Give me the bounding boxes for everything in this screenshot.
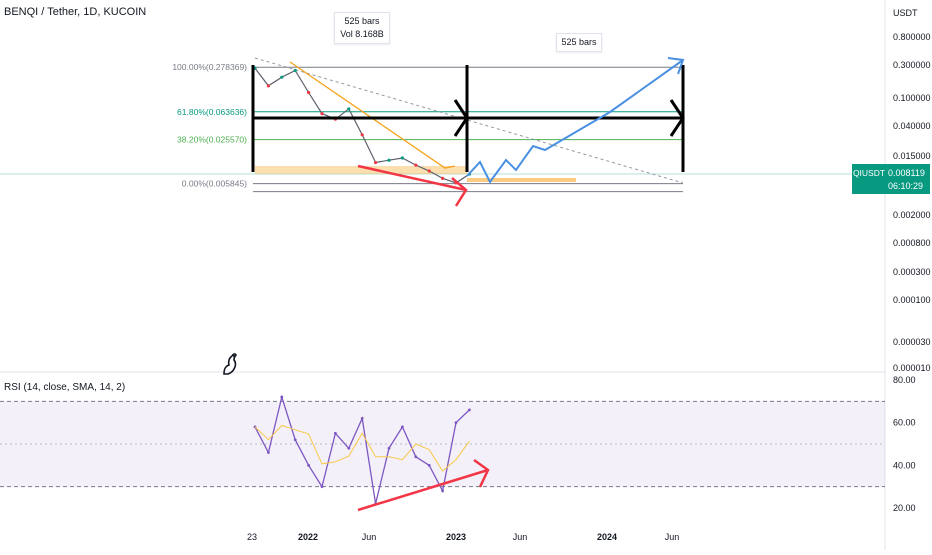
time-tick-label: Jun xyxy=(362,532,377,542)
fib-level-label: 100.00%(0.278369) xyxy=(172,62,247,72)
rsi-sma-line xyxy=(254,424,470,472)
support-zone xyxy=(255,166,467,174)
rsi-point xyxy=(454,421,458,425)
price-point xyxy=(374,160,378,165)
price-point xyxy=(320,112,324,116)
projection-path xyxy=(466,59,684,184)
main-price-layer: 100.00%(0.278369) 61.80%(0.063636) 38.20%(… xyxy=(0,57,885,207)
bars-count-right: 525 bars xyxy=(561,37,597,47)
ticker-tag: QIUSDT xyxy=(852,166,886,180)
rsi-tick-label: 80.00 xyxy=(893,375,916,385)
price-point xyxy=(293,68,297,73)
descending-trendline xyxy=(289,61,456,169)
time-tick-label: 2022 xyxy=(298,532,318,542)
price-tick-label: 0.015000 xyxy=(893,151,931,161)
price-point xyxy=(280,75,284,79)
rsi-point xyxy=(414,455,418,459)
price-point xyxy=(441,176,445,180)
rsi-point xyxy=(468,408,471,412)
rsi-tick-label: 60.00 xyxy=(893,418,916,428)
price-point xyxy=(266,84,270,88)
price-point xyxy=(427,169,431,173)
rsi-tick-label: 20.00 xyxy=(893,503,916,513)
chart-title: BENQI / Tether, 1D, KUCOIN xyxy=(4,6,147,18)
time-tick-label: Jun xyxy=(665,532,680,542)
time-tick-label: 2023 xyxy=(446,532,466,542)
rsi-point xyxy=(320,485,324,489)
price-point xyxy=(400,156,404,160)
rsi-point xyxy=(307,463,310,467)
measure-right-arrowhead xyxy=(669,99,685,137)
rsi-point xyxy=(441,489,444,493)
rsi-point xyxy=(347,446,351,450)
price-point xyxy=(360,133,364,137)
bars-count-box-left: 525 bars Vol 8.168B xyxy=(334,12,390,44)
rsi-point xyxy=(280,395,284,399)
candle-countdown: 06:10:29 xyxy=(888,181,924,191)
fib-level-label: 38.20%(0.025570) xyxy=(177,135,247,145)
volume-label: Vol 8.168B xyxy=(340,29,384,39)
bars-count-left: 525 bars xyxy=(344,16,380,26)
rsi-divergence-line xyxy=(357,468,489,512)
price-point xyxy=(347,107,351,111)
dashed-trendline xyxy=(254,57,684,184)
current-price: 0.008119 xyxy=(888,168,925,178)
bars-count-box-right: 525 bars xyxy=(556,33,602,52)
rsi-tick-label: 40.00 xyxy=(893,460,916,470)
price-tick-label: 0.800000 xyxy=(893,32,931,42)
projection-arrowhead xyxy=(667,57,685,75)
price-tick-label: 0.300000 xyxy=(893,60,931,70)
rsi-point xyxy=(387,446,391,450)
rsi-title: RSI (14, close, SMA, 14, 2) xyxy=(4,382,126,393)
price-point xyxy=(387,158,391,162)
rsi-point xyxy=(401,425,404,429)
support-zone-extension xyxy=(467,178,576,182)
time-tick-label: 2024 xyxy=(597,532,617,542)
price-point xyxy=(414,163,418,167)
price-tick-label: 0.100000 xyxy=(893,93,931,103)
price-tick-label: 0.000300 xyxy=(893,267,931,277)
price-tick-label: 0.000030 xyxy=(893,337,931,347)
rsi-point xyxy=(334,431,337,435)
tradingview-logo-icon xyxy=(220,350,242,376)
measure-left-arrowhead xyxy=(453,99,469,137)
price-point xyxy=(307,90,311,95)
price-divergence-line xyxy=(357,164,467,192)
rsi-point xyxy=(427,463,431,467)
rsi-layer: 80.00 60.00 40.00 20.00 xyxy=(0,375,916,513)
fib-level-label: 61.80%(0.063636) xyxy=(177,107,247,117)
axis-layer: 0.800000 0.300000 0.100000 0.040000 0.015000… xyxy=(247,32,931,542)
time-tick-label: Jun xyxy=(513,532,528,542)
currency-label: USDT xyxy=(893,8,918,18)
rsi-point xyxy=(293,438,297,442)
rsi-point xyxy=(360,417,364,420)
rsi-divergence-arrowhead xyxy=(473,458,490,488)
price-divergence-arrowhead xyxy=(451,177,468,207)
price-tick-label: 0.002000 xyxy=(893,210,931,220)
rsi-band xyxy=(0,401,885,487)
time-tick-label: 23 xyxy=(247,532,257,542)
price-tick-label: 0.000010 xyxy=(893,363,931,373)
price-tick-label: 0.000800 xyxy=(893,238,931,248)
price-tick-label: 0.000100 xyxy=(893,295,931,305)
fib-level-label: 0.00%(0.005845) xyxy=(182,179,247,189)
rsi-point xyxy=(267,451,270,454)
price-tick-label: 0.040000 xyxy=(893,121,931,131)
